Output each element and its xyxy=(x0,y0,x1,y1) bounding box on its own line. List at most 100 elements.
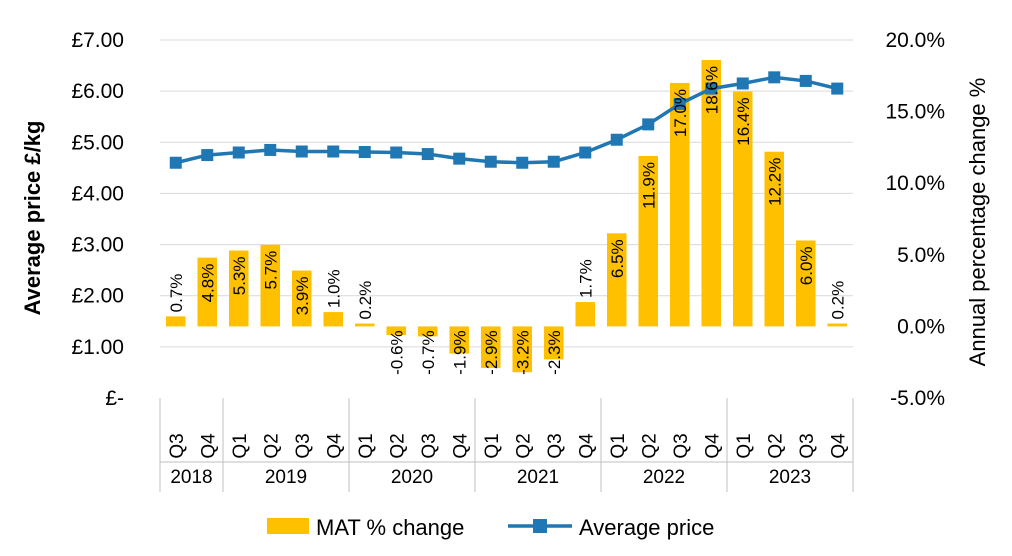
x-tick-label: Q4 xyxy=(702,433,723,459)
bar xyxy=(449,326,470,354)
y-tick-label: £4.00 xyxy=(71,182,124,205)
price-marker xyxy=(453,152,466,165)
price-marker xyxy=(547,155,560,168)
price-marker xyxy=(516,156,529,169)
data-label: 3.9% xyxy=(293,277,312,316)
data-label: 0.2% xyxy=(828,281,847,320)
x-tick-label: Q3 xyxy=(419,433,440,458)
y-tick-label: £- xyxy=(105,387,124,410)
y-tick-label: £1.00 xyxy=(71,336,124,359)
bar xyxy=(386,326,407,335)
y2-tick-label: -5.0% xyxy=(890,387,945,410)
bar xyxy=(669,82,690,327)
y2-tick-label: 20.0% xyxy=(885,29,945,52)
bar xyxy=(323,312,344,327)
line-series xyxy=(169,71,844,169)
price-marker xyxy=(579,146,592,159)
price-marker xyxy=(201,149,214,162)
bar xyxy=(260,244,281,327)
price-marker xyxy=(484,155,497,168)
data-labels: 0.7% 4.8% 5.3% 5.7% 3.9% 1.0% 0.2% -0.6% -0.7% -1… xyxy=(167,66,848,375)
year-label: 2020 xyxy=(391,467,433,488)
bar xyxy=(228,250,249,327)
bar xyxy=(606,233,627,327)
bar xyxy=(291,270,312,327)
price-marker xyxy=(642,118,655,131)
y2-tick-label: 10.0% xyxy=(885,172,945,195)
x-tick-label: Q2 xyxy=(387,433,408,458)
x-tick-label: Q3 xyxy=(545,433,566,458)
legend-swatch-mat xyxy=(267,518,309,534)
data-label: -2.3% xyxy=(545,330,564,374)
data-label: 16.4% xyxy=(734,98,753,146)
data-label: 12.2% xyxy=(765,158,784,206)
y2-tick-label: 15.0% xyxy=(885,101,945,124)
data-label: -0.7% xyxy=(419,330,438,374)
year-label: 2018 xyxy=(170,467,212,488)
price-marker xyxy=(768,71,781,84)
x-tick-label: Q1 xyxy=(482,433,503,458)
bar-series xyxy=(165,60,848,373)
y2-tick-label: 0.0% xyxy=(897,315,945,338)
x-tick-label: Q4 xyxy=(450,433,471,459)
legend-label-price: Average price xyxy=(579,515,714,540)
data-label: 17.0% xyxy=(671,89,690,137)
data-label: 0.7% xyxy=(167,274,186,313)
bar xyxy=(354,323,375,327)
price-marker xyxy=(705,82,718,95)
x-tick-label: Q2 xyxy=(261,433,282,458)
data-label: 18.6% xyxy=(702,66,721,114)
data-label: 6.5% xyxy=(608,239,627,278)
x-tick-label: Q2 xyxy=(765,433,786,458)
bar xyxy=(732,91,753,327)
y-tick-label: £7.00 xyxy=(71,29,124,52)
data-label: -0.6% xyxy=(387,330,406,374)
y-tick-label: £2.00 xyxy=(71,285,124,308)
price-marker xyxy=(169,156,182,169)
year-label: 2022 xyxy=(643,467,685,488)
price-marker xyxy=(610,133,623,146)
x-tick-label: Q2 xyxy=(513,433,534,458)
price-marker xyxy=(264,143,277,156)
year-label: 2023 xyxy=(769,467,811,488)
data-label: -1.9% xyxy=(450,330,469,374)
y2-axis-title: Annual percentage change % xyxy=(965,78,990,367)
data-label: -2.9% xyxy=(482,330,501,374)
bar xyxy=(827,323,848,327)
y-tick-label: £6.00 xyxy=(71,80,124,103)
price-marker xyxy=(673,97,686,110)
bar xyxy=(417,326,438,337)
axes: £- £1.00 £2.00 £3.00 £4.00 £5.00 £6.00 £7.00 -5.… xyxy=(71,29,945,492)
bar xyxy=(543,326,564,360)
data-label: 6.0% xyxy=(797,246,816,285)
data-label: 0.2% xyxy=(356,281,375,320)
data-label: -3.2% xyxy=(513,330,532,374)
bar xyxy=(701,60,722,327)
bar xyxy=(197,257,218,327)
price-marker xyxy=(831,82,844,95)
price-marker xyxy=(390,146,403,159)
year-label: 2019 xyxy=(265,467,307,488)
bar xyxy=(795,240,816,327)
price-marker xyxy=(232,146,245,159)
x-tick-label: Q2 xyxy=(639,433,660,458)
x-tick-label: Q4 xyxy=(324,433,345,459)
data-label: 11.9% xyxy=(639,162,658,209)
y-axis-title: Average price £/kg xyxy=(20,121,45,316)
year-label: 2021 xyxy=(517,467,559,488)
x-tick-label: Q4 xyxy=(198,433,219,459)
price-marker xyxy=(421,148,434,161)
x-tick-label: Q1 xyxy=(608,433,629,458)
x-tick-label: Q4 xyxy=(576,433,597,459)
data-label: 4.8% xyxy=(198,264,217,303)
bar xyxy=(165,316,186,327)
bar xyxy=(638,155,659,327)
bar xyxy=(480,326,501,368)
x-tick-label: Q1 xyxy=(230,433,251,458)
price-line xyxy=(175,75,838,165)
price-marker xyxy=(295,145,308,158)
data-label: 1.0% xyxy=(324,269,343,308)
bar xyxy=(764,151,785,327)
price-marker xyxy=(358,146,371,159)
